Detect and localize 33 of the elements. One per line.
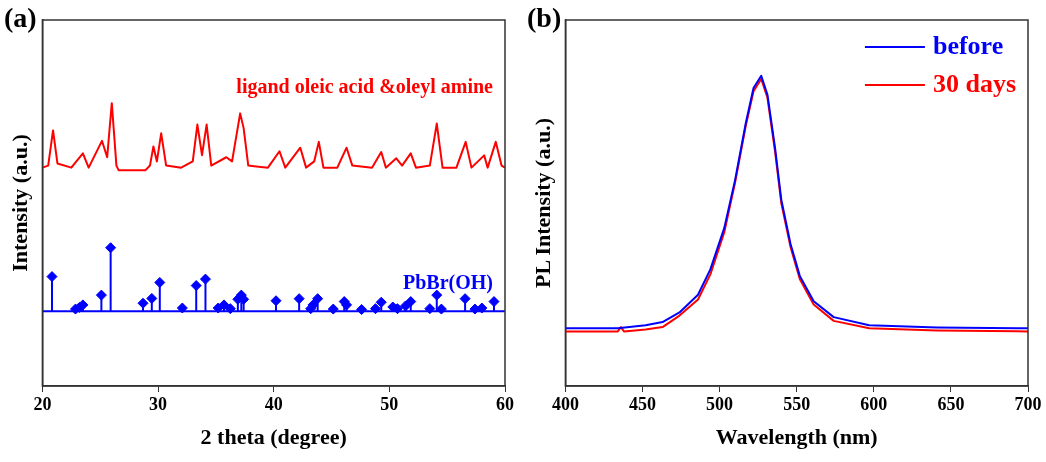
point [154, 276, 166, 288]
point [95, 289, 107, 301]
point [176, 302, 188, 314]
point [190, 280, 202, 292]
series-label: PbBr(OH) [403, 271, 493, 295]
x-axis-title: 2 theta (degree) [200, 424, 347, 450]
series-label: ligand oleic acid &oleyl amine [236, 75, 494, 99]
x-tick-label: 700 [1014, 394, 1042, 415]
point [199, 273, 211, 285]
x-tick-label: 20 [33, 394, 52, 415]
x-tick-label: 400 [551, 394, 579, 415]
legend-label: before [932, 30, 1004, 60]
point [459, 293, 471, 305]
chart-title: (a) [4, 2, 37, 34]
y-axis-title: PL Intensity (a.u.) [529, 118, 555, 288]
point [405, 296, 417, 308]
y-axis-title: Intensity (a.u.) [6, 134, 32, 272]
x-tick-label: 600 [860, 394, 888, 415]
x-tick-label: 450 [629, 394, 656, 415]
x-tick-label: 40 [264, 394, 283, 415]
point [424, 303, 436, 315]
point [146, 292, 158, 304]
x-tick-label: 60 [496, 394, 514, 415]
point [137, 297, 149, 309]
x-axis-title: Wavelength (nm) [715, 424, 878, 450]
x-tick-label: 650 [937, 394, 965, 415]
legend-label: 30 days [932, 68, 1016, 98]
x-tick-label: 550 [783, 394, 811, 415]
x-tick-label: 500 [706, 394, 734, 415]
x-tick-label: 30 [149, 394, 168, 415]
x-tick-label: 50 [380, 394, 399, 415]
chart-title: (b) [527, 2, 562, 34]
point [293, 293, 305, 305]
